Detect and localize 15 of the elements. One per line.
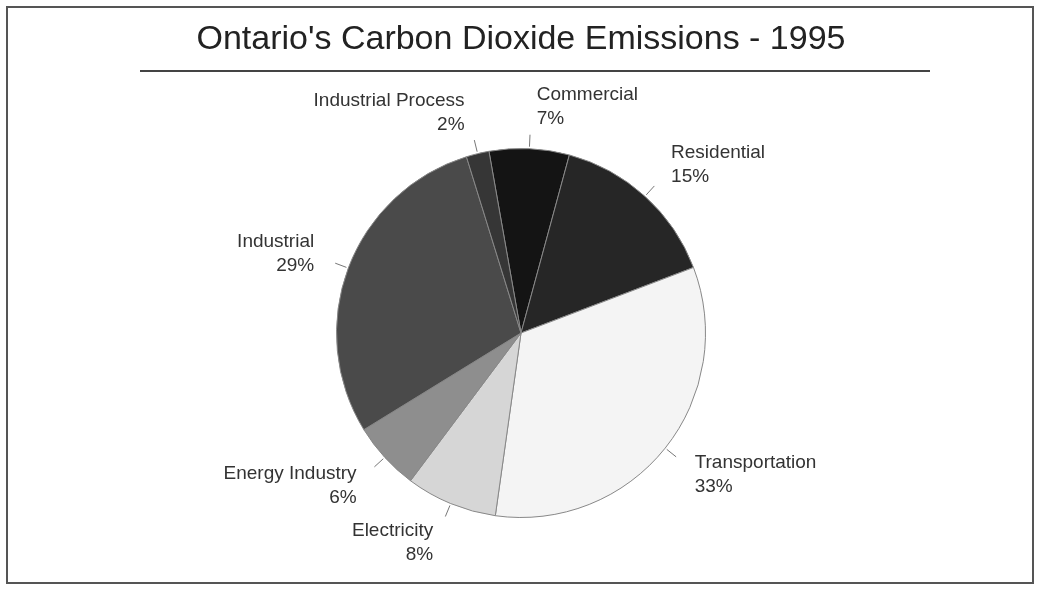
data-label: 7% bbox=[536, 106, 565, 128]
slice-label: Residential bbox=[671, 141, 766, 163]
data-label: 29% bbox=[276, 253, 315, 275]
slice-label: Industrial bbox=[237, 229, 315, 251]
slice-label: Electricity bbox=[351, 518, 434, 540]
data-label: 8% bbox=[405, 542, 434, 564]
slice-label: Industrial Process bbox=[313, 89, 465, 111]
slice-label: Commercial bbox=[536, 82, 639, 104]
chart-title: Ontario's Carbon Dioxide Emissions - 1995 bbox=[195, 18, 847, 57]
data-label: 33% bbox=[694, 474, 733, 496]
slice-label: Transportation bbox=[694, 450, 817, 472]
data-label: 15% bbox=[671, 165, 710, 187]
data-label: 2% bbox=[437, 113, 465, 135]
data-label: 6% bbox=[329, 485, 357, 507]
slice-label: Energy Industry bbox=[223, 461, 358, 483]
